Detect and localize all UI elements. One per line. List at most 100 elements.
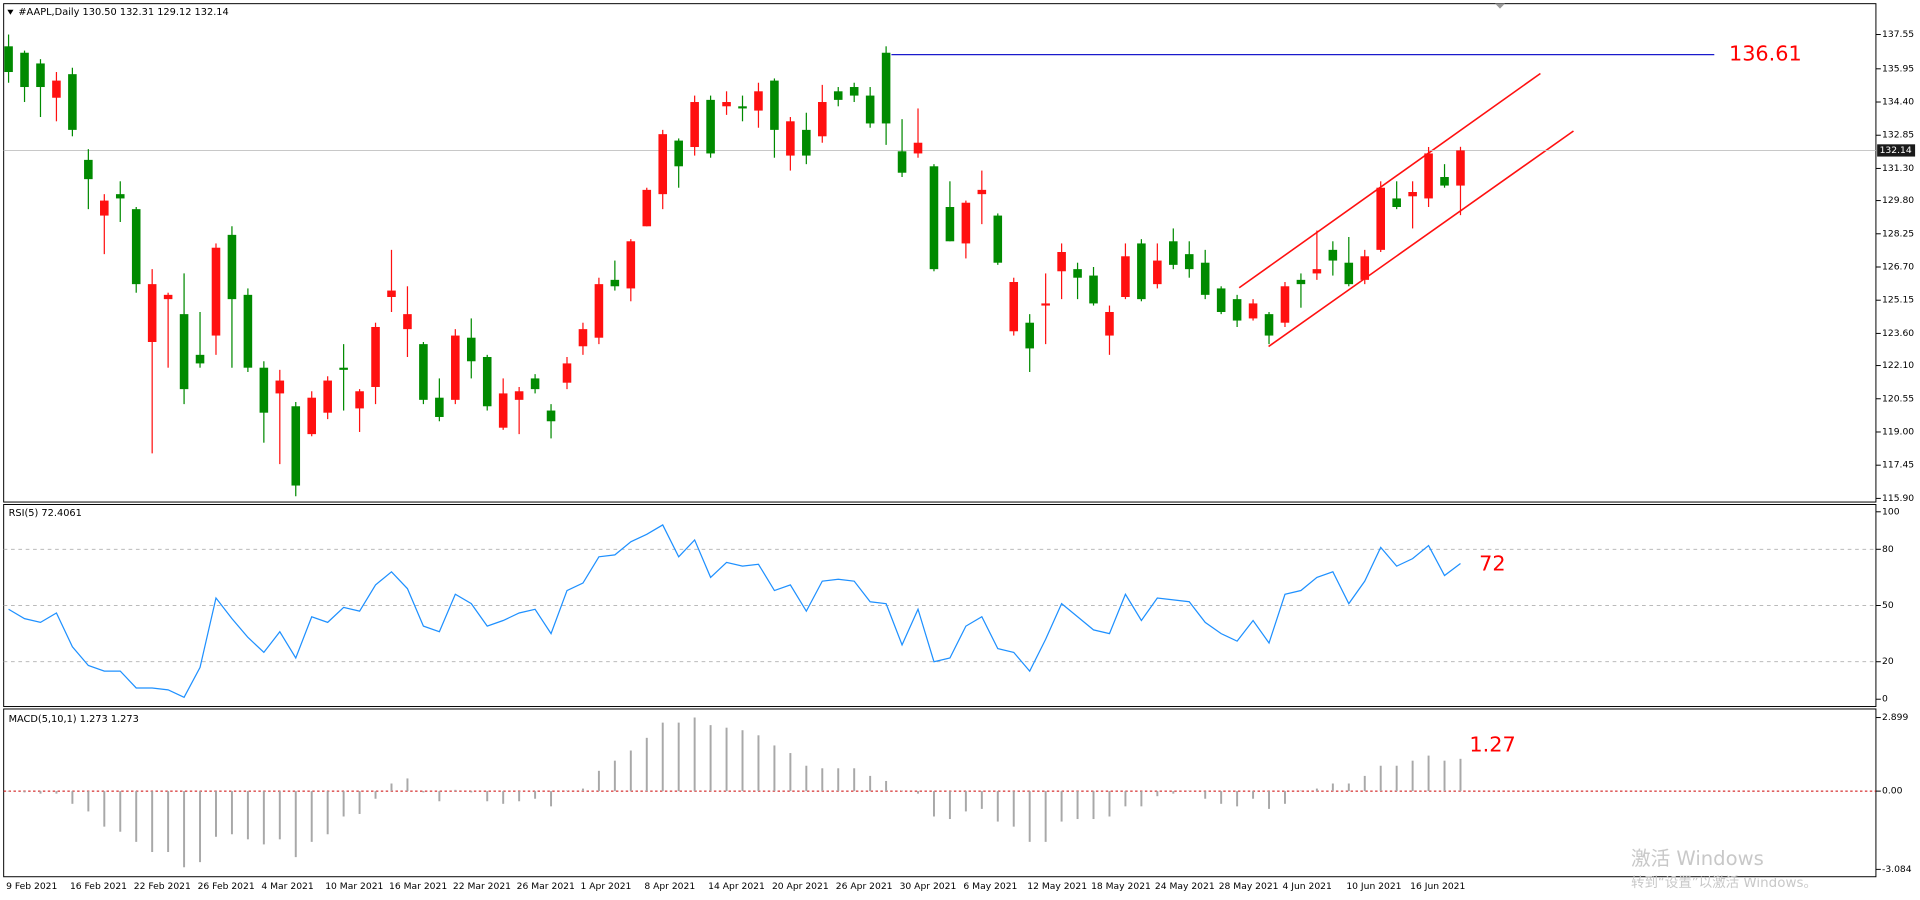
candle-body [1328, 249, 1338, 261]
candle-body [323, 380, 332, 413]
y-tick-label: 135.95 [1882, 63, 1914, 74]
candle-body [403, 314, 412, 330]
candle-body [786, 121, 795, 156]
macd-annotation: 1.27 [1469, 733, 1515, 757]
candle-body [514, 391, 524, 400]
current-price-label: 132.14 [1880, 145, 1912, 156]
candle-body [275, 380, 285, 394]
macd-title: MACD(5,10,1) 1.273 1.273 [9, 714, 139, 725]
x-tick-label: 24 May 2021 [1155, 881, 1215, 892]
rsi-annotation: 72 [1479, 551, 1505, 575]
candle-body [578, 329, 588, 347]
y-tick-label: 100 [1882, 506, 1900, 517]
candle-body [642, 189, 652, 227]
candle-body [929, 166, 939, 270]
y-tick-label: 2.899 [1882, 712, 1908, 723]
candle-body [179, 314, 189, 390]
candle-body [100, 200, 109, 216]
x-tick-label: 16 Mar 2021 [389, 881, 447, 892]
candle-body [52, 80, 61, 98]
candle-body [498, 393, 508, 428]
candle-body [1073, 269, 1082, 278]
candle-body [706, 99, 715, 154]
y-tick-label: 128.25 [1882, 228, 1914, 239]
candle-body [961, 202, 971, 244]
candle-body [1169, 241, 1178, 265]
candle-body [1264, 314, 1274, 336]
candle-body [1296, 279, 1306, 285]
candle-body [802, 129, 811, 156]
candle-body [833, 91, 843, 100]
y-tick-label: 80 [1882, 544, 1894, 555]
candle-body [482, 356, 492, 407]
candle-body [1153, 260, 1162, 285]
candle-body [115, 194, 125, 199]
watermark: 激活 Windows [1631, 847, 1764, 870]
x-tick-label: 12 May 2021 [1027, 881, 1087, 892]
y-tick-label: 125.15 [1882, 295, 1914, 306]
x-tick-label: 4 Mar 2021 [261, 881, 313, 892]
candle-body [1344, 262, 1354, 285]
macd-panel [3, 708, 1877, 878]
candle-body [1105, 311, 1114, 336]
menu-arrow[interactable] [7, 9, 14, 15]
y-tick-label: 119.00 [1882, 426, 1914, 437]
candle-body [259, 367, 269, 413]
x-tick-label: 26 Mar 2021 [517, 881, 575, 892]
candle-body [674, 140, 683, 167]
candle-body [849, 87, 859, 96]
x-tick-label: 6 May 2021 [963, 881, 1017, 892]
price-panel [3, 3, 1877, 503]
candle-body [291, 406, 301, 486]
candle-body [227, 234, 237, 300]
candle-body [1248, 303, 1258, 319]
y-tick-label: 126.70 [1882, 261, 1914, 272]
y-tick-label: 123.60 [1882, 328, 1914, 339]
candle-body [419, 344, 428, 400]
y-tick-label: 117.45 [1882, 460, 1914, 471]
y-tick-label: 120.55 [1882, 393, 1914, 404]
candle-body [865, 95, 875, 124]
candle-body [1009, 281, 1019, 332]
y-tick-label: 131.30 [1882, 163, 1914, 174]
candle-body [1025, 322, 1034, 349]
y-tick-label: 137.55 [1882, 29, 1914, 40]
y-tick-label: 50 [1882, 600, 1894, 611]
x-tick-label: 10 Jun 2021 [1346, 881, 1401, 892]
candle-body [993, 215, 1003, 263]
x-tick-label: 10 Mar 2021 [325, 881, 383, 892]
candle-body [163, 294, 173, 300]
level-label: 136.61 [1729, 42, 1802, 66]
y-tick-label: 0 [1882, 694, 1888, 705]
x-tick-label: 30 Apr 2021 [900, 881, 957, 892]
x-tick-label: 16 Feb 2021 [70, 881, 127, 892]
candle-body [562, 363, 572, 383]
candle-body [770, 80, 779, 130]
candle-body [1041, 303, 1050, 306]
candle-body [738, 106, 747, 109]
candle-body [658, 134, 668, 195]
rsi-title: RSI(5) 72.4061 [9, 508, 82, 519]
x-tick-label: 22 Feb 2021 [134, 881, 191, 892]
candle-body [1408, 192, 1417, 197]
x-tick-label: 26 Apr 2021 [836, 881, 893, 892]
candle-body [722, 102, 731, 107]
y-tick-label: 20 [1882, 656, 1894, 667]
candle-body [626, 241, 636, 289]
candle-body [1376, 187, 1385, 250]
candle-body [1057, 252, 1066, 272]
candle-body [466, 337, 476, 362]
candle-body [690, 102, 699, 148]
candle-body [610, 279, 620, 287]
candle-body [1456, 150, 1465, 186]
candle-body [546, 410, 556, 422]
candle-body [1200, 262, 1210, 295]
candle-body [977, 189, 987, 195]
x-tick-label: 9 Feb 2021 [6, 881, 57, 892]
candle-body [945, 207, 955, 242]
candle-body [195, 354, 205, 364]
candle-body [1089, 275, 1098, 304]
